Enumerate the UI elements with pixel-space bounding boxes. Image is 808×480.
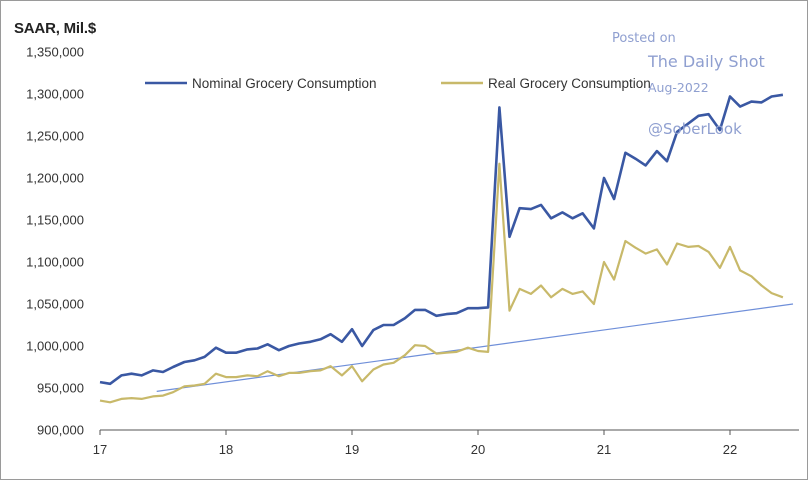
y-axis-label: SAAR, Mil.$ bbox=[14, 20, 96, 37]
legend-nominal-label: Nominal Grocery Consumption bbox=[192, 76, 377, 91]
y-tick-label: 1,150,000 bbox=[26, 213, 84, 228]
x-tick-label: 20 bbox=[471, 442, 485, 457]
y-tick-label: 950,000 bbox=[37, 381, 84, 396]
y-tick-label: 1,350,000 bbox=[26, 45, 84, 60]
chart-series bbox=[99, 93, 794, 404]
y-tick-label: 1,200,000 bbox=[26, 171, 84, 186]
y-tick-label: 1,250,000 bbox=[26, 129, 84, 144]
x-tick-label: 21 bbox=[597, 442, 611, 457]
watermark-handle: @SoberLook bbox=[648, 120, 742, 138]
y-tick-label: 1,000,000 bbox=[26, 339, 84, 354]
series-real-line bbox=[99, 162, 784, 404]
y-tick-label: 1,300,000 bbox=[26, 87, 84, 102]
watermark-posted-on: Posted on bbox=[612, 31, 676, 46]
chart-legend: Nominal Grocery Consumption Real Grocery … bbox=[145, 76, 651, 91]
watermark-date: Aug-2022 bbox=[648, 80, 709, 95]
x-tick-label: 17 bbox=[93, 442, 107, 457]
y-tick-label: 900,000 bbox=[37, 423, 84, 438]
y-tick-label: 1,100,000 bbox=[26, 255, 84, 270]
y-tick-label: 1,050,000 bbox=[26, 297, 84, 312]
trend-line bbox=[156, 303, 794, 392]
x-tick-label: 22 bbox=[723, 442, 737, 457]
series-nominal-line bbox=[99, 93, 784, 386]
y-tick-labels: 900,000 950,000 1,000,000 1,050,000 1,100,00… bbox=[26, 45, 84, 438]
watermark-source: The Daily Shot bbox=[648, 52, 765, 71]
x-tick-label: 18 bbox=[219, 442, 233, 457]
legend-real-label: Real Grocery Consumption bbox=[488, 76, 651, 91]
x-tick-label: 19 bbox=[345, 442, 359, 457]
x-tick-labels: 17 18 19 20 21 22 bbox=[93, 430, 737, 457]
